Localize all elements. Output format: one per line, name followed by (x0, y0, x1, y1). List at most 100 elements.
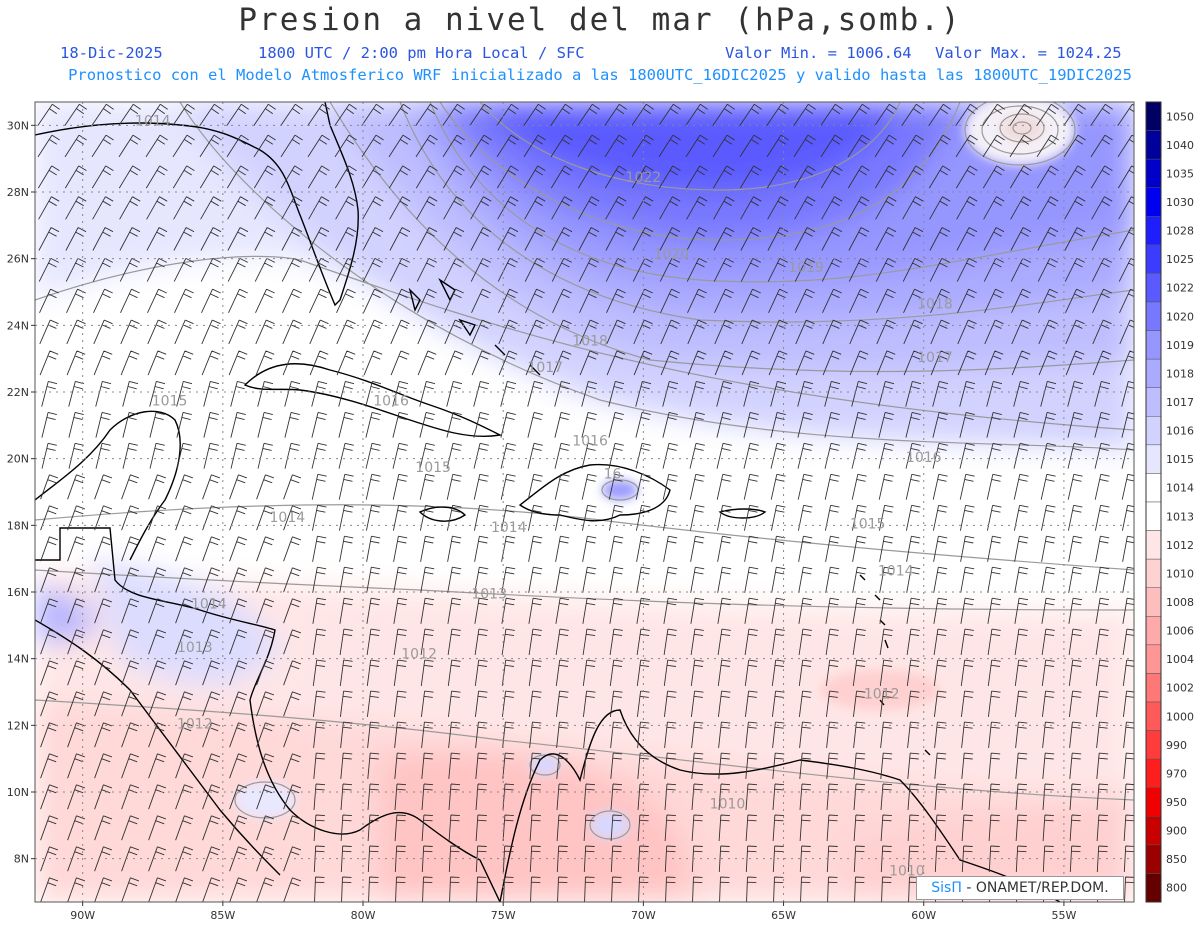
map-frame (34, 101, 1135, 903)
contour-label: 1015 (152, 393, 188, 409)
colorbar-swatch (1145, 730, 1162, 760)
min-value: Valor Min. = 1006.64 (725, 44, 912, 62)
colorbar-swatch (1145, 558, 1162, 588)
colorbar-swatch (1145, 387, 1162, 417)
max-value: Valor Max. = 1024.25 (935, 44, 1122, 62)
latlon-grid (35, 102, 1134, 902)
lat-label: 16N (7, 586, 29, 599)
colorbar-label: 1019 (1166, 339, 1194, 352)
contour-label: 1014 (135, 113, 171, 129)
lat-label: 20N (7, 453, 29, 466)
lon-label: 70W (631, 909, 656, 922)
colorbar-label: 1014 (1166, 482, 1194, 495)
colorbar-swatch (1145, 216, 1162, 246)
colorbar-label: 850 (1166, 853, 1187, 866)
colorbar-label: 1018 (1166, 367, 1194, 380)
contour-labels: 1014 1022 1020 1019 1018 1018 1017 1017 1015 1016… (135, 113, 953, 879)
contour-label: 1014 (191, 597, 227, 613)
lat-label: 10N (7, 786, 29, 799)
contour-label: 1013 (177, 640, 213, 656)
colorbar-label: 1015 (1166, 453, 1194, 466)
colorbar-swatch (1145, 701, 1162, 731)
colorbar-swatch (1145, 101, 1162, 131)
lat-label: 22N (7, 386, 29, 399)
colorbar-label: 1030 (1166, 196, 1194, 209)
colorbar-label: 1040 (1166, 139, 1194, 152)
colorbar-swatch (1145, 444, 1162, 474)
colorbar-swatch (1145, 416, 1162, 446)
colorbar-label: 1035 (1166, 167, 1194, 180)
colorbar-swatch (1145, 844, 1162, 874)
lat-label: 18N (7, 519, 29, 532)
contour-label: 1012 (401, 647, 437, 663)
contour-label: 1013 (471, 587, 507, 603)
pressure-shading: 1014 1022 1020 1019 1018 1018 1017 1017 1015 1016… (35, 102, 1134, 902)
colorbar-label: 1010 (1166, 567, 1194, 580)
colorbar-swatch (1145, 330, 1162, 360)
colorbar-label: 1002 (1166, 682, 1194, 695)
colorbar-label: 990 (1166, 739, 1187, 752)
lat-label: 26N (7, 253, 29, 266)
colorbar-label: 1004 (1166, 653, 1194, 666)
lat-label: 12N (7, 719, 29, 732)
lon-label: 85W (210, 909, 235, 922)
contour-label: 1017 (917, 350, 953, 366)
colorbar-label: 1017 (1166, 396, 1194, 409)
colorbar-swatch (1145, 158, 1162, 188)
contour-label: 1015 (850, 517, 886, 533)
colorbar-swatch (1145, 673, 1162, 703)
colorbar-swatch (1145, 130, 1162, 160)
colorbar-label: 1013 (1166, 510, 1194, 523)
colorbar-label: 800 (1166, 882, 1187, 895)
contour-label: 1016 (373, 393, 409, 409)
longitude-labels: 90W 85W 80W 75W 70W 65W 60W 55W (70, 902, 1076, 922)
lon-label: 65W (771, 909, 796, 922)
colorbar-swatch (1145, 530, 1162, 560)
lat-label: 14N (7, 653, 29, 666)
contour-label: 1018 (572, 333, 608, 349)
contour-label: 1010 (710, 797, 746, 813)
colorbar-swatch (1145, 301, 1162, 331)
contour-label: 1019 (788, 260, 824, 276)
lat-label: 8N (14, 853, 29, 866)
colorbar-swatch (1145, 787, 1162, 817)
colorbar-label: 1050 (1166, 110, 1194, 123)
colorbar-swatch (1145, 358, 1162, 388)
colorbar-label: 1028 (1166, 225, 1194, 238)
wind-barbs (37, 103, 1134, 902)
contour-label: 1012 (864, 687, 900, 703)
colorbar-swatch (1145, 244, 1162, 274)
credit-box: SisΠ - ONAMET/REP.DOM. (916, 876, 1124, 900)
lat-label: 24N (7, 319, 29, 332)
colorbar-label: 1008 (1166, 596, 1194, 609)
contour-label: 1018 (917, 297, 953, 313)
contour-label: 1020 (654, 247, 690, 263)
credit-text: - ONAMET/REP.DOM. (961, 880, 1109, 896)
wind-barb-field (37, 103, 1134, 902)
lon-label: 60W (911, 909, 936, 922)
lon-label: 80W (351, 909, 376, 922)
contour-label: 1014 (491, 520, 527, 536)
forecast-time: 1800 UTC / 2:00 pm Hora Local / SFC (258, 44, 585, 62)
contour-label: 1014 (270, 510, 306, 526)
colorbar-label: 1012 (1166, 539, 1194, 552)
colorbar-label: 1020 (1166, 310, 1194, 323)
contour-label: 1010 (889, 863, 925, 879)
colorbar-swatch (1145, 187, 1162, 217)
colorbar-label: 900 (1166, 825, 1187, 838)
contour-label: 1022 (626, 170, 662, 186)
colorbar-frame (1145, 101, 1162, 903)
colorbar-swatch (1145, 501, 1162, 531)
contour-label: 1012 (177, 717, 213, 733)
colorbar: 1050 1040 1035 1030 1028 1025 1022 1020 1019 1018… (1145, 101, 1194, 903)
lon-label: 90W (70, 909, 95, 922)
colorbar-label: 950 (1166, 796, 1187, 809)
colorbar-swatch (1145, 758, 1162, 788)
colorbar-swatch (1145, 644, 1162, 674)
colorbar-label: 1022 (1166, 282, 1194, 295)
contour-label: 1017 (527, 360, 563, 376)
contour-label: 1015 (415, 460, 451, 476)
lat-label: 30N (7, 119, 29, 132)
colorbar-label: 1006 (1166, 625, 1194, 638)
